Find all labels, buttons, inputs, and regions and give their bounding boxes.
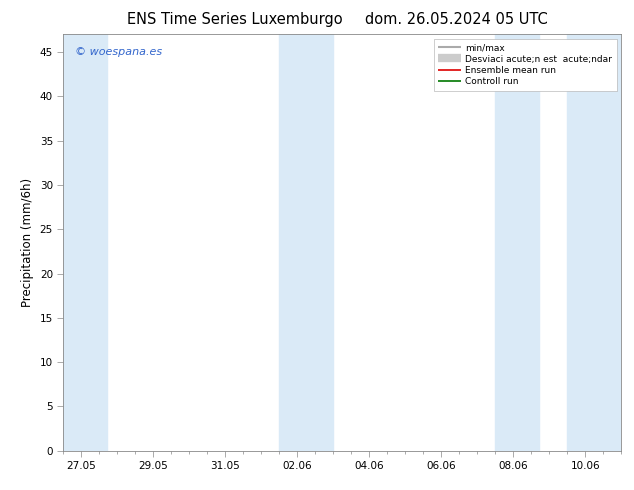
Text: ENS Time Series Luxemburgo: ENS Time Series Luxemburgo xyxy=(127,12,342,27)
Bar xyxy=(567,34,628,451)
Bar xyxy=(280,34,333,451)
Text: © woespana.es: © woespana.es xyxy=(75,47,162,57)
Text: dom. 26.05.2024 05 UTC: dom. 26.05.2024 05 UTC xyxy=(365,12,548,27)
Y-axis label: Precipitation (mm/6h): Precipitation (mm/6h) xyxy=(21,178,34,307)
Bar xyxy=(56,34,107,451)
Legend: min/max, Desviaci acute;n est  acute;ndar, Ensemble mean run, Controll run: min/max, Desviaci acute;n est acute;ndar… xyxy=(434,39,617,91)
Bar xyxy=(495,34,538,451)
